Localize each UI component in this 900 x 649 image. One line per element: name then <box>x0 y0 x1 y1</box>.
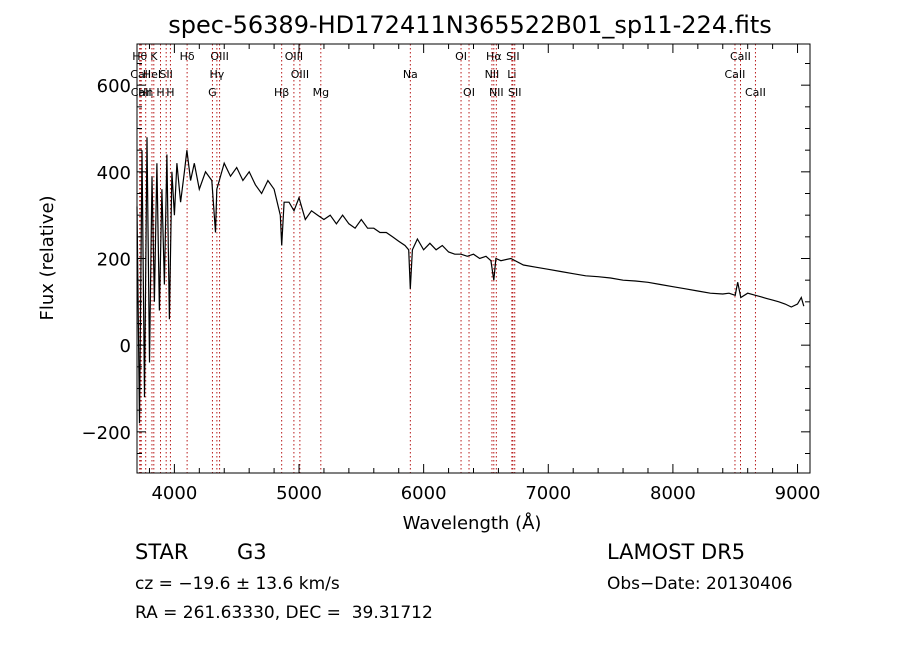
marker-label-28: CaII <box>745 86 766 99</box>
observation-date: Obs−Date: 20130406 <box>607 574 793 594</box>
marker-label-22: NII <box>489 86 504 99</box>
y-tick-label-3: 400 <box>97 163 131 184</box>
y-tick-label-4: 600 <box>97 76 131 97</box>
marker-label-13: Hβ <box>274 86 289 99</box>
x-tick-label-1: 5000 <box>276 483 322 504</box>
marker-label-10: OIII <box>210 50 228 63</box>
marker-label-6: H <box>156 86 164 99</box>
x-tick-label-0: 4000 <box>151 483 197 504</box>
marker-label-4: K <box>150 50 158 63</box>
x-tick-label-3: 7000 <box>525 483 571 504</box>
x-tick-label-4: 8000 <box>650 483 696 504</box>
marker-label-2: CaII <box>131 86 152 99</box>
marker-label-1: CaII <box>130 68 151 81</box>
survey-name: LAMOST DR5 <box>607 540 746 564</box>
marker-label-19: OI <box>463 86 475 99</box>
axes: 4000 5000 6000 7000 8000 9000 −200 0 200 400 600 <box>82 43 821 504</box>
x-axis-label: Wavelength (Å) <box>403 512 542 534</box>
marker-label-27: CaII <box>725 68 746 81</box>
marker-label-26: CaII <box>730 50 751 63</box>
marker-label-23: SII <box>506 50 519 63</box>
object-type: STAR <box>135 540 189 564</box>
chart-title: spec-56389-HD172411N365522B01_sp11-224.f… <box>168 11 772 39</box>
sky-coordinates: RA = 261.63330, DEC = 39.31712 <box>135 603 433 623</box>
redshift-cz: cz = −19.6 ± 13.6 km/s <box>135 574 340 594</box>
marker-label-20: Hα <box>486 50 502 63</box>
y-tick-label-2: 200 <box>97 250 131 271</box>
marker-label-14: OIII <box>285 50 303 63</box>
marker-label-16: Mg <box>313 86 329 99</box>
marker-label-12: G <box>208 86 217 99</box>
marker-label-21: NII <box>485 68 500 81</box>
marker-label-15: OIII <box>291 68 309 81</box>
x-tick-label-2: 6000 <box>401 483 447 504</box>
marker-label-9: H <box>166 86 174 99</box>
spectral-subclass: G3 <box>237 540 267 564</box>
marker-label-25: SII <box>508 86 521 99</box>
plot-frame <box>136 43 811 474</box>
marker-label-18: OI <box>455 50 467 63</box>
marker-label-24: Li <box>507 68 516 81</box>
marker-label-8: SII <box>159 68 172 81</box>
y-tick-label-1: 0 <box>120 336 131 357</box>
marker-label-3: Hη <box>138 86 153 99</box>
marker-label-7: Hδ <box>180 50 195 63</box>
marker-label-5: HeI <box>143 68 161 81</box>
marker-label-0: Hθ <box>132 50 147 63</box>
y-tick-label-0: −200 <box>82 423 131 444</box>
spectrum-line <box>136 137 805 424</box>
marker-label-17: Na <box>403 68 418 81</box>
y-axis-label: Flux (relative) <box>37 195 58 320</box>
x-tick-label-5: 9000 <box>775 483 821 504</box>
marker-label-11: Hγ <box>209 68 224 81</box>
